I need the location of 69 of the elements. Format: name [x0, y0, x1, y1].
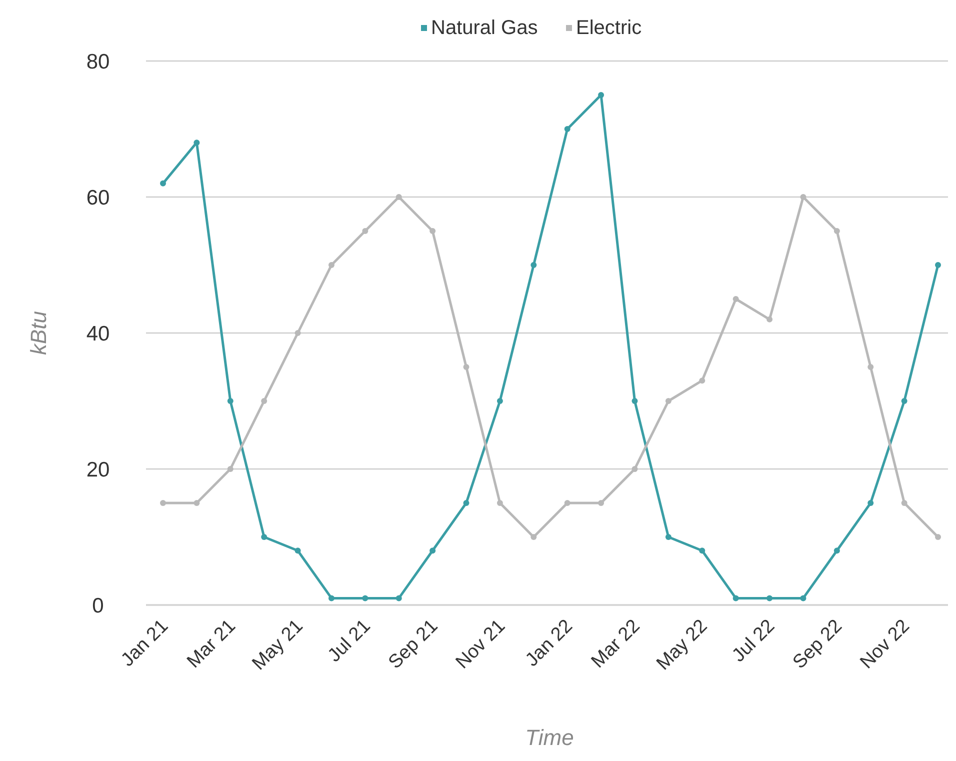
point [868, 500, 874, 506]
point [328, 262, 334, 268]
point [362, 595, 368, 602]
point [564, 126, 570, 132]
x-tick-label: Nov 21 [452, 616, 510, 674]
point [564, 500, 570, 506]
point [632, 398, 638, 404]
point [699, 378, 706, 384]
x-tick-label: May 22 [652, 616, 712, 675]
point [227, 398, 234, 404]
point [699, 548, 706, 554]
x-tick-label: Jan 21 [117, 616, 173, 671]
point [935, 534, 941, 540]
point [328, 595, 334, 602]
y-tick-label: 60 [86, 186, 110, 210]
point [598, 92, 604, 98]
x-tick-label: May 21 [248, 616, 308, 675]
point [160, 500, 166, 506]
legend-label: Electric [576, 17, 642, 39]
point [834, 228, 840, 234]
x-tick-label: Sep 22 [789, 616, 846, 674]
point [868, 364, 874, 370]
point [294, 330, 301, 336]
point [632, 466, 638, 472]
point [396, 595, 402, 602]
point [430, 548, 436, 554]
point [261, 398, 268, 404]
point [194, 500, 200, 506]
point [227, 466, 234, 472]
x-tick-label: Jan 22 [522, 616, 577, 671]
x-tick-label: Nov 22 [856, 616, 914, 674]
legend-label: Natural Gas [431, 17, 538, 39]
point [901, 398, 908, 404]
point [766, 595, 773, 602]
point [800, 194, 806, 200]
point [732, 595, 739, 602]
point [800, 595, 806, 602]
point [194, 140, 200, 146]
y-tick-label: 40 [86, 322, 110, 346]
x-axis-title: Time [525, 725, 574, 750]
y-tick-label: 0 [92, 594, 104, 618]
point [834, 548, 840, 554]
point [935, 262, 941, 268]
point [766, 316, 773, 322]
point [732, 296, 739, 302]
point [362, 228, 368, 234]
point [261, 534, 268, 540]
y-tick-label: 80 [86, 50, 110, 74]
x-tick-label: Mar 21 [183, 616, 240, 672]
point [430, 228, 436, 234]
point [463, 500, 470, 506]
point [294, 548, 301, 554]
point [530, 534, 537, 540]
y-axis-title: kBtu [26, 310, 51, 356]
point [530, 262, 537, 268]
point [496, 500, 503, 506]
point [160, 180, 166, 186]
point [901, 500, 908, 506]
y-tick-label: 20 [86, 458, 110, 482]
x-tick-label: Mar 22 [588, 616, 644, 672]
point [396, 194, 402, 200]
point [665, 534, 672, 540]
point [496, 398, 503, 404]
x-tick-label: Sep 21 [384, 616, 442, 674]
x-tick-label: Jul 21 [324, 616, 375, 666]
point [463, 364, 470, 370]
point [665, 398, 672, 404]
x-tick-label: Jul 22 [728, 616, 780, 666]
point [598, 500, 604, 506]
